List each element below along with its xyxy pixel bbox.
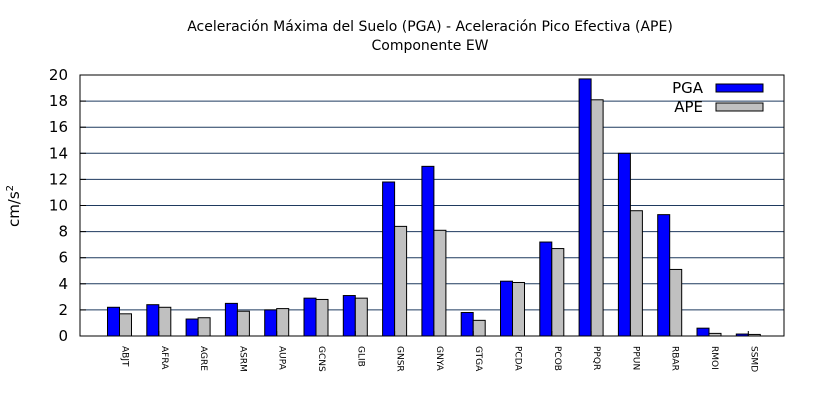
legend-swatch-pga	[715, 83, 764, 93]
bar-pga-afra	[146, 304, 160, 337]
x-tick-label: PPUN	[630, 346, 640, 370]
x-tick-label: RMOI	[709, 346, 719, 370]
y-tick-label: 6	[58, 249, 68, 267]
bar-pga-gcns	[303, 297, 317, 337]
x-tick-label: PCDA	[513, 346, 523, 371]
y-tick-label: 18	[49, 92, 68, 110]
x-tick-label: GNYA	[434, 346, 444, 372]
y-tick-label: 8	[58, 223, 68, 241]
chart-subtitle: Componente EW	[371, 38, 488, 54]
bar-ape-agre	[197, 317, 211, 337]
x-tick-label: ABJT	[120, 346, 130, 367]
y-tick-label: 10	[49, 197, 68, 215]
bar-pga-abjt	[107, 306, 120, 337]
y-tick-label: 14	[49, 144, 68, 162]
bar-pga-rbar	[657, 214, 671, 337]
x-tick-label: AFRA	[159, 346, 169, 370]
bar-ape-gcns	[315, 298, 329, 337]
x-tick-label: PPQR	[591, 346, 601, 370]
bar-ape-glib	[354, 297, 368, 337]
x-tick-label: ASRM	[237, 346, 247, 372]
bar-ape-asrm	[236, 310, 250, 337]
x-tick-label: SSMD	[748, 346, 758, 372]
y-tick-label: 2	[58, 301, 68, 319]
bar-pga-agre	[185, 318, 199, 337]
bar-pga-ppqr	[578, 78, 592, 337]
y-axis-ticks: 0 2 4 6 8 10 12 14 16 18 20	[49, 66, 86, 345]
y-axis-label-exponent: 2	[5, 185, 16, 191]
chart-title: Aceleración Máxima del Suelo (PGA) - Ace…	[187, 19, 673, 35]
x-axis-ticks: ABJT AFRA AGRE ASRM AUPA GCNS GLIB GNSR GNYA GTGA…	[119, 331, 758, 372]
bar-ape-gtga	[472, 319, 486, 337]
bar-pga-ppun	[617, 152, 631, 337]
bar-pga-gtga	[460, 312, 474, 337]
legend-label-pga: PGA	[672, 79, 704, 97]
bar-ape-pcob	[551, 248, 565, 337]
y-axis-label: cm/s2	[5, 185, 23, 227]
x-tick-label: AGRE	[198, 346, 208, 371]
bar-ape-gnsr	[394, 225, 408, 337]
bar-ape-ppun	[629, 210, 643, 337]
bar-ape-aupa	[276, 308, 290, 337]
bar-pga-glib	[342, 295, 356, 337]
y-axis-label-unit: cm/s	[5, 191, 23, 227]
x-tick-label: GLIB	[355, 346, 365, 367]
x-tick-label: GCNS	[316, 346, 326, 372]
y-tick-label: 12	[49, 170, 68, 188]
bar-ape-ppqr	[590, 99, 604, 337]
bar-pga-gnsr	[382, 181, 396, 337]
x-tick-label: RBAR	[670, 346, 680, 371]
x-tick-label: GTGA	[473, 346, 483, 372]
y-tick-label: 20	[49, 66, 68, 84]
bar-ape-abjt	[119, 313, 132, 337]
bar-pga-pcda	[500, 280, 513, 337]
y-tick-label: 4	[58, 275, 68, 293]
bar-ape-gnya	[433, 229, 447, 337]
y-tick-label: 0	[58, 327, 68, 345]
bar-ape-afra	[158, 306, 172, 337]
bar-ape-pcda	[512, 281, 525, 337]
x-tick-label: PCOB	[552, 346, 562, 371]
bar-ape-rbar	[669, 268, 683, 337]
bars	[107, 78, 761, 337]
bar-pga-rmoi	[696, 327, 710, 337]
bar-pga-aupa	[264, 309, 278, 337]
bar-pga-gnya	[421, 165, 435, 337]
x-tick-label: GNSR	[395, 346, 405, 372]
y-tick-label: 16	[49, 118, 68, 136]
bar-pga-asrm	[224, 302, 238, 337]
legend-swatch-ape	[715, 102, 764, 112]
x-tick-label: AUPA	[277, 346, 287, 371]
legend-label-ape: APE	[674, 98, 703, 116]
bar-pga-pcob	[539, 241, 553, 337]
